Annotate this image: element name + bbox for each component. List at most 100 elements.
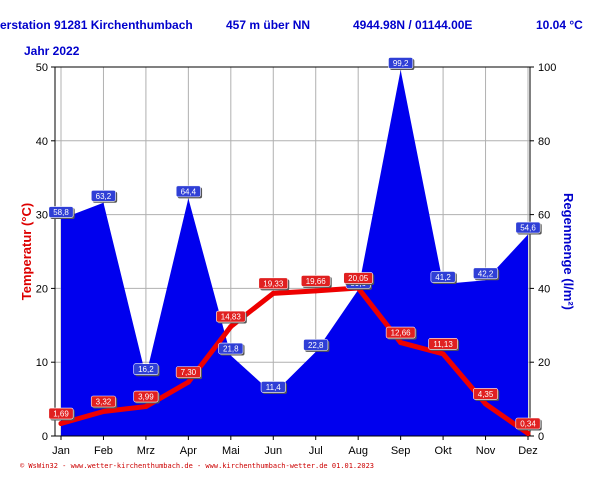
x-tick-label: Jun	[264, 445, 282, 457]
rain-value-label: 42,2	[473, 267, 500, 281]
rain-value-label-bg	[218, 342, 244, 355]
rain-value-label-text: 41,2	[435, 273, 451, 282]
temp-value-label-text: 14,83	[221, 313, 242, 322]
temp-value-label-text: 1,69	[53, 410, 69, 419]
year-label: Jahr 2022	[24, 44, 80, 58]
temp-value-label-text: 12,66	[391, 329, 412, 338]
temp-value-label-bg	[300, 275, 331, 287]
y-tick-label: 10	[36, 357, 48, 369]
temp-value-label: 19,66	[300, 275, 332, 288]
coordinates-text: 4944.98N / 01144.00E	[353, 18, 473, 32]
rain-area-layer	[61, 69, 528, 437]
temp-value-label-bg	[133, 390, 159, 403]
temp-point	[483, 401, 489, 407]
rain-value-label: 64,4	[175, 185, 203, 199]
rain-value-label: 22,8	[303, 339, 330, 352]
temp-value-label: 20,05	[343, 272, 375, 286]
temp-point	[440, 351, 446, 357]
rain-value-label-bg	[303, 339, 329, 351]
x-tick-label: Aug	[348, 445, 368, 457]
rain-value-label-text: 11,4	[266, 383, 282, 392]
rain-value-label: 41,2	[430, 271, 457, 284]
x-tick-label: Nov	[476, 445, 496, 457]
temp-point	[143, 404, 149, 410]
y-tick-label: 0	[42, 431, 48, 443]
station-title: erstation 91281 Kirchenthumbach	[0, 18, 193, 32]
rain-value-label-text: 21,8	[223, 345, 239, 354]
temp-point	[313, 288, 319, 294]
temp-value-label-text: 19,33	[263, 279, 284, 288]
temp-value-label-text: 11,13	[433, 340, 453, 349]
temp-value-label: 12,66	[385, 326, 417, 340]
x-tick-label: Apr	[180, 445, 197, 457]
temp-point	[58, 421, 64, 427]
x-tick-label: Mai	[222, 445, 240, 457]
rain-value-label-text: 58,8	[53, 208, 69, 217]
temp-value-label: 14,83	[216, 310, 247, 324]
rain-value-label-text: 22,8	[308, 341, 324, 350]
temp-value-label-bg	[90, 395, 116, 408]
rain-value-label: 58,8	[48, 206, 75, 220]
rain-value-label-bg	[430, 271, 456, 283]
rain-value-label-bg	[90, 189, 116, 202]
rain-value-label-bg	[515, 221, 541, 234]
temp-value-label-text: 19,66	[306, 277, 327, 286]
y2-tick-label: 0	[538, 431, 544, 443]
plot-frame	[54, 66, 531, 437]
y-tick-label: 40	[36, 136, 48, 148]
rain-value-label-text: 16,2	[138, 365, 154, 374]
x-tick-label: Jul	[309, 445, 323, 457]
y-tick-label: 30	[36, 210, 48, 222]
rain-value-label-bg	[260, 381, 286, 393]
y2-tick-label: 80	[538, 136, 550, 148]
x-tick-label: Sep	[391, 445, 411, 457]
temp-value-label-text: 20,05	[348, 274, 369, 283]
y2-tick-label: 100	[538, 62, 556, 74]
temp-value-label-bg	[385, 326, 416, 339]
rain-value-label-text: 54,6	[520, 224, 536, 233]
temp-value-label-text: 4,35	[478, 390, 494, 399]
x-tick-label: Jan	[52, 445, 70, 457]
temp-value-label-text: 7,30	[181, 368, 197, 377]
temp-point	[525, 430, 531, 436]
temp-value-label-bg	[428, 338, 458, 350]
x-tick-label: Dez	[518, 445, 538, 457]
temp-point	[270, 290, 276, 296]
y2-axis-title: Regenmenge (l/m²)	[561, 193, 576, 310]
rain-value-label-bg	[48, 206, 74, 218]
rain-value-label: 63,2	[90, 189, 118, 203]
x-tick-label: Mrz	[137, 445, 155, 457]
temp-value-label-text: 3,99	[138, 393, 154, 402]
temp-value-label: 19,33	[258, 277, 290, 291]
temp-value-label-bg	[343, 272, 373, 284]
temp-value-label: 3,99	[133, 390, 160, 404]
temp-value-label: 4,35	[473, 388, 500, 401]
rain-value-label: 21,8	[218, 342, 245, 356]
y2-tick-label: 20	[538, 357, 550, 369]
altitude-text: 457 m über NN	[226, 18, 311, 32]
rain-value-label-bg	[473, 267, 499, 280]
temp-value-label-bg	[48, 407, 74, 420]
rain-value-label: 11,4	[260, 381, 287, 394]
rain-value-label: 54,6	[515, 221, 542, 235]
rain-area	[61, 69, 528, 437]
rain-value-label-bg	[175, 185, 201, 198]
rain-value-label-bg	[133, 363, 159, 376]
rain-value-label-bg	[388, 57, 414, 69]
temp-point	[185, 379, 191, 385]
temp-value-label-bg	[216, 310, 246, 323]
mean-temp-text: 10.04 °C	[536, 18, 583, 32]
y2-tick-label: 40	[538, 283, 550, 295]
rain-value-label: 16,2	[133, 363, 160, 377]
temp-point	[398, 340, 404, 346]
temp-value-label: 7,30	[175, 366, 203, 380]
footer-credit: © WsWin32 - www.wetter-kirchenthumbach.d…	[20, 462, 375, 470]
data-labels: 58,863,216,264,421,811,422,839,699,241,2…	[48, 57, 542, 431]
temp-value-label-bg	[473, 388, 499, 400]
x-tick-label: Feb	[94, 445, 113, 457]
temp-value-label: 3,32	[90, 395, 118, 409]
rain-value-label-text: 64,4	[181, 187, 197, 196]
rain-value-label-text: 42,2	[478, 269, 494, 278]
temp-value-label-bg	[175, 366, 201, 378]
